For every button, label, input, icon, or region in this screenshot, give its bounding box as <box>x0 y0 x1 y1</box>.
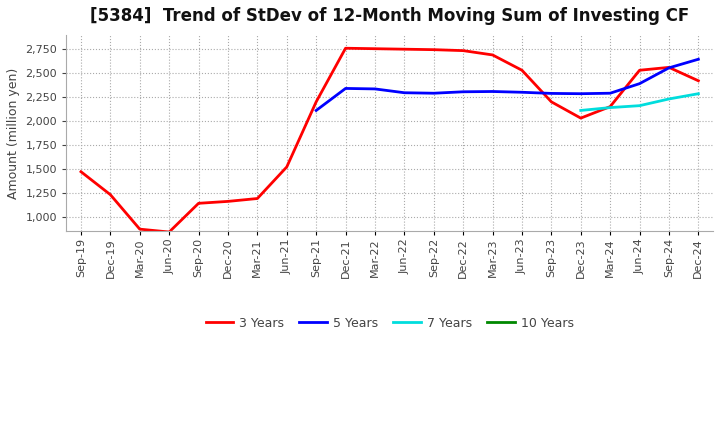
5 Years <box>371 86 379 92</box>
3 Years <box>76 169 85 174</box>
5 Years <box>312 108 320 113</box>
7 Years <box>665 96 673 102</box>
5 Years <box>547 91 556 96</box>
5 Years <box>606 91 614 96</box>
5 Years <box>694 57 703 62</box>
7 Years <box>635 103 644 108</box>
7 Years <box>577 108 585 113</box>
5 Years <box>518 90 526 95</box>
Line: 7 Years: 7 Years <box>581 94 698 110</box>
3 Years <box>165 229 174 235</box>
3 Years <box>224 199 233 204</box>
Y-axis label: Amount (million yen): Amount (million yen) <box>7 67 20 198</box>
3 Years <box>194 201 203 206</box>
3 Years <box>106 192 114 197</box>
5 Years <box>400 90 409 95</box>
5 Years <box>488 89 497 94</box>
3 Years <box>400 47 409 52</box>
5 Years <box>577 91 585 96</box>
5 Years <box>635 81 644 86</box>
3 Years <box>547 99 556 104</box>
3 Years <box>665 65 673 70</box>
3 Years <box>371 46 379 51</box>
Title: [5384]  Trend of StDev of 12-Month Moving Sum of Investing CF: [5384] Trend of StDev of 12-Month Moving… <box>90 7 689 25</box>
3 Years <box>635 68 644 73</box>
3 Years <box>518 68 526 73</box>
Legend: 3 Years, 5 Years, 7 Years, 10 Years: 3 Years, 5 Years, 7 Years, 10 Years <box>201 312 579 335</box>
3 Years <box>282 164 291 169</box>
3 Years <box>488 52 497 58</box>
5 Years <box>459 89 467 95</box>
3 Years <box>341 46 350 51</box>
3 Years <box>253 196 261 201</box>
3 Years <box>312 99 320 104</box>
Line: 5 Years: 5 Years <box>316 59 698 110</box>
3 Years <box>429 47 438 52</box>
Line: 3 Years: 3 Years <box>81 48 698 232</box>
5 Years <box>341 86 350 91</box>
3 Years <box>135 227 144 232</box>
5 Years <box>429 91 438 96</box>
3 Years <box>694 78 703 84</box>
3 Years <box>577 115 585 121</box>
5 Years <box>665 65 673 70</box>
7 Years <box>694 91 703 96</box>
7 Years <box>606 105 614 110</box>
3 Years <box>459 48 467 53</box>
3 Years <box>606 104 614 109</box>
